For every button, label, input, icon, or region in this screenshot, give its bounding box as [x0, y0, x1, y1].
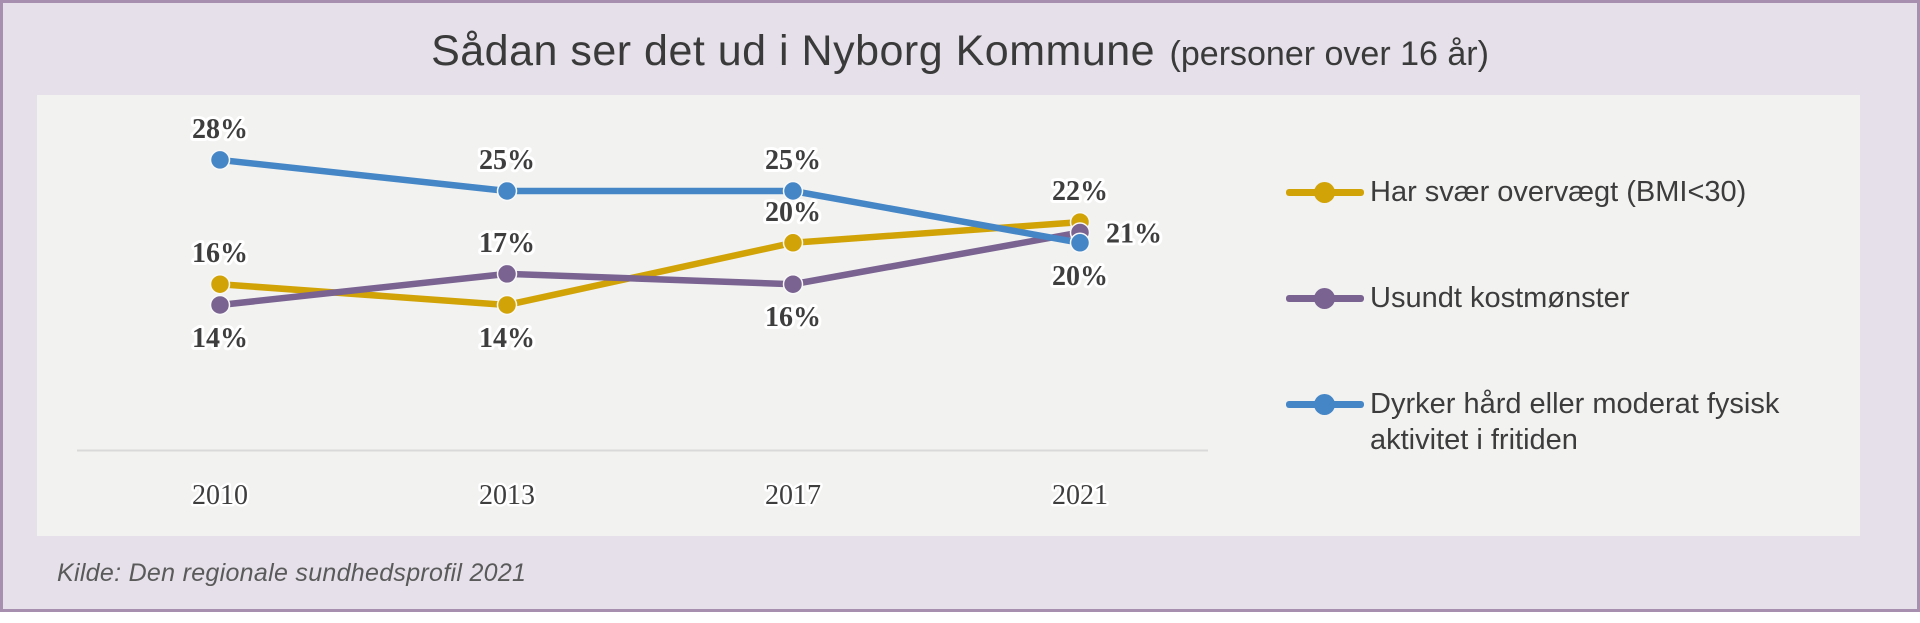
legend-label: Har svær overvægt (BMI<30) — [1370, 176, 1747, 208]
line-marker-icon — [1286, 394, 1364, 415]
svg-text:2010: 2010 — [192, 480, 248, 511]
svg-text:16%: 16% — [765, 302, 821, 333]
title-suffix: (personer over 16 år) — [1169, 35, 1489, 73]
title-main: Sådan ser det ud i Nyborg Kommune — [431, 27, 1156, 75]
svg-text:20%: 20% — [765, 197, 821, 228]
source-note: Kilde: Den regionale sundhedsprofil 2021 — [57, 559, 527, 587]
svg-text:21%: 21% — [1106, 218, 1162, 249]
svg-text:25%: 25% — [479, 145, 535, 176]
line-marker-icon — [1286, 288, 1364, 309]
svg-text:28%: 28% — [192, 114, 248, 145]
legend-item-activity: Dyrker hård eller moderat fysisk aktivit… — [1286, 386, 1846, 458]
svg-text:2021: 2021 — [1052, 480, 1108, 511]
svg-text:2013: 2013 — [479, 480, 535, 511]
chart-legend: Har svær overvægt (BMI<30) Usundt kostmø… — [1286, 174, 1846, 458]
svg-text:14%: 14% — [192, 323, 248, 354]
svg-text:25%: 25% — [765, 145, 821, 176]
legend-item-overweight: Har svær overvægt (BMI<30) — [1286, 174, 1846, 210]
line-chart: 2010 2013 2017 2021 16% 14% 20% 22% 14% 17% 16% 21%… — [77, 111, 1208, 514]
page-title: Sådan ser det ud i Nyborg Kommune (perso… — [3, 27, 1917, 76]
svg-text:2017: 2017 — [765, 480, 821, 511]
svg-text:20%: 20% — [1052, 261, 1108, 292]
svg-text:14%: 14% — [479, 323, 535, 354]
chart-panel: 2010 2013 2017 2021 16% 14% 20% 22% 14% 17% 16% 21%… — [37, 95, 1860, 536]
svg-text:17%: 17% — [479, 228, 535, 259]
legend-label: Dyrker hård eller moderat fysisk aktivit… — [1370, 388, 1780, 456]
line-marker-icon — [1286, 182, 1364, 203]
svg-text:22%: 22% — [1052, 176, 1108, 207]
svg-text:16%: 16% — [192, 238, 248, 269]
legend-item-diet: Usundt kostmønster — [1286, 280, 1846, 316]
legend-label: Usundt kostmønster — [1370, 282, 1630, 314]
